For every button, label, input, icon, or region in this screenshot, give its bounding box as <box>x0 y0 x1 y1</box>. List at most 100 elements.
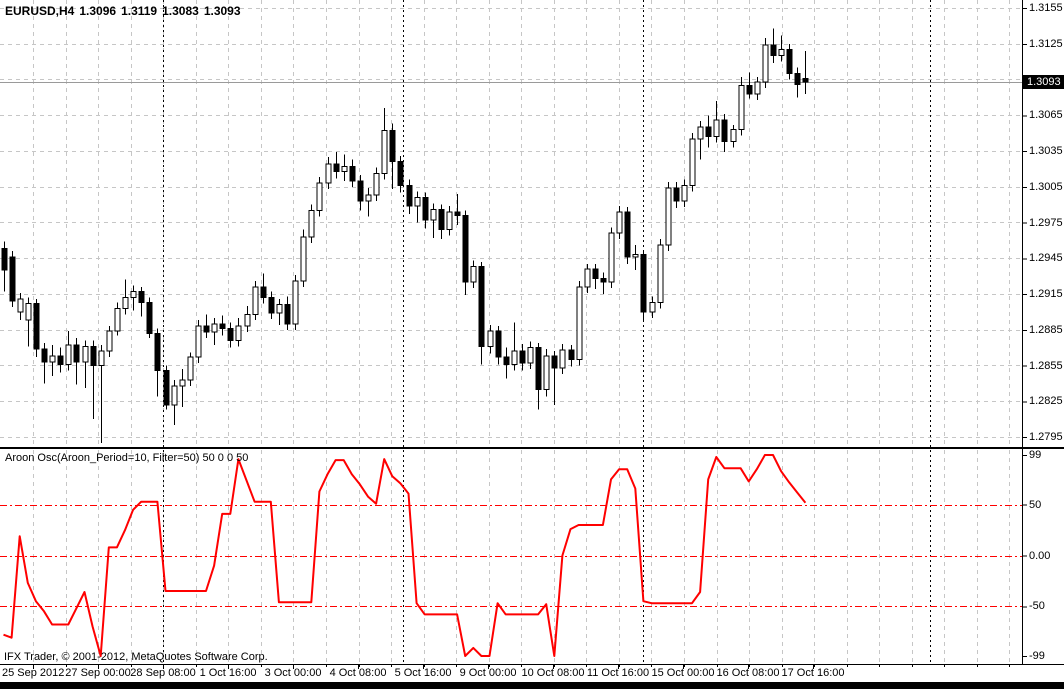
candle-bull <box>681 185 688 202</box>
candle-bear <box>260 286 267 299</box>
candle-bull <box>341 165 348 172</box>
candle-bear <box>746 84 753 95</box>
high-value: 1.3119 <box>121 4 158 18</box>
candle-bull <box>122 297 129 309</box>
time-axis-label: 11 Oct 16:00 <box>586 667 650 679</box>
candle-bull <box>470 266 477 283</box>
candle-bull <box>114 307 121 332</box>
candle-bull <box>65 344 72 365</box>
candle-bull <box>762 44 769 83</box>
candle-bull <box>300 236 307 282</box>
price-axis-label: 1.3035 <box>1029 145 1063 157</box>
candle-bear <box>33 303 40 350</box>
time-axis-label: 1 Oct 16:00 <box>199 667 257 679</box>
candle-bear <box>454 211 461 216</box>
indicator-axis-label: -99 <box>1029 650 1045 662</box>
time-axis-label: 15 Oct 00:00 <box>651 667 715 679</box>
candle-bull <box>616 211 623 234</box>
candle-bear <box>786 49 793 75</box>
price-axis-label: 1.2855 <box>1029 359 1063 372</box>
indicator-axis-label: 0.00 <box>1029 549 1051 562</box>
candle-bear <box>1 248 8 271</box>
candle-bull <box>292 280 299 325</box>
candle-bull <box>487 330 494 347</box>
candle-bull <box>754 81 761 95</box>
candle-bear <box>73 344 80 363</box>
candle-bear <box>397 161 404 187</box>
aroon-oscillator-line <box>3 454 807 657</box>
candle-bear <box>349 165 356 182</box>
candle-bear <box>219 323 226 330</box>
candle-bear <box>624 211 631 258</box>
price-axis-label: 1.2915 <box>1029 288 1063 301</box>
candle-bull <box>657 244 664 303</box>
copyright-label: IFX Trader, © 2001-2012, MetaQuotes Soft… <box>4 651 268 663</box>
window-bottom-strip <box>0 682 1064 689</box>
candle-bear <box>284 304 291 325</box>
candle-bear <box>438 208 445 231</box>
time-axis-label: 10 Oct 08:00 <box>521 667 585 679</box>
candle-bear <box>90 345 97 366</box>
time-axis-label: 25 Sep 2012 <box>2 667 65 679</box>
price-axis-label: 1.3155 <box>1029 2 1063 14</box>
candle-bull <box>584 268 591 288</box>
low-value: 1.3083 <box>162 4 199 18</box>
candle-bear <box>503 356 510 365</box>
candle-bull <box>576 286 583 361</box>
candle-bear <box>227 328 234 341</box>
time-axis-label: 16 Oct 08:00 <box>716 667 780 679</box>
candle-bear <box>422 196 429 221</box>
candle-bull <box>325 163 332 184</box>
candle-bear <box>721 119 728 142</box>
panel-separator <box>0 447 1064 449</box>
candle-bull <box>632 254 639 258</box>
candle-bear <box>770 44 777 57</box>
candle-bear <box>163 369 170 406</box>
candle-bear <box>705 126 712 138</box>
candle-bull <box>17 298 24 313</box>
candle-bull <box>414 196 421 207</box>
current-price-badge: 1.3093 <box>1022 75 1064 89</box>
candle-bear <box>406 185 413 207</box>
candle-bear <box>592 268 599 280</box>
candle-bull <box>98 350 105 367</box>
candle-bear <box>146 301 153 334</box>
candle-bull <box>82 345 89 363</box>
candle-bear <box>333 163 340 172</box>
time-axis-label: 9 Oct 00:00 <box>459 667 517 679</box>
candle-bear <box>57 355 64 365</box>
price-axis-label: 1.2885 <box>1029 323 1063 336</box>
indicator-axis-label: 50 <box>1029 498 1042 511</box>
candle-bear <box>154 332 161 371</box>
candle-bull <box>252 286 259 315</box>
price-axis-label: 1.3065 <box>1029 109 1063 122</box>
price-axis-label: 1.2945 <box>1029 252 1063 265</box>
candle-bull <box>689 138 696 187</box>
price-axis-label: 1.2795 <box>1029 431 1063 443</box>
symbol-period-label: EURUSD,H4 <box>5 4 75 18</box>
time-axis-label: 5 Oct 16:00 <box>394 667 452 679</box>
candle-bull <box>187 356 194 381</box>
candle-bear <box>794 73 801 85</box>
candle-bull <box>738 84 745 131</box>
time-axis-label: 17 Oct 16:00 <box>781 667 845 679</box>
candle-bull <box>697 126 704 140</box>
candle-bear <box>138 291 145 303</box>
chart-ohlc-header: EURUSD,H4 1.3096 1.3119 1.3083 1.3093 <box>5 4 246 18</box>
candle-bull <box>211 323 218 333</box>
candle-bull <box>730 129 737 142</box>
candle-bull <box>430 208 437 221</box>
candle-bull <box>559 349 566 369</box>
candle-bear <box>600 278 607 283</box>
candle-bull <box>649 301 656 313</box>
candle-bull <box>527 347 534 364</box>
candle-bear <box>535 347 542 390</box>
candle-bull <box>130 291 137 299</box>
candle-bull <box>713 119 720 138</box>
candle-bull <box>179 379 186 387</box>
candle-bull <box>25 303 32 321</box>
open-value: 1.3096 <box>79 4 117 18</box>
candle-bull <box>308 210 315 238</box>
